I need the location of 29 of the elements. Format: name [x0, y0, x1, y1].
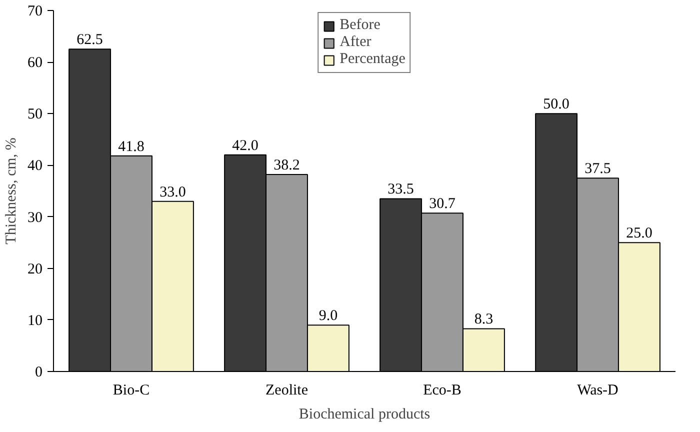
x-tick-label: Was-D [577, 382, 619, 398]
y-tick-label: 30 [28, 210, 42, 226]
y-tick-label: 10 [28, 312, 42, 329]
y-tick-label: 0 [35, 364, 42, 380]
legend-label: After [340, 34, 372, 51]
x-axis-title: Biochemical products [298, 406, 430, 422]
y-axis-title: Thickness, cm, % [4, 138, 20, 244]
data-label: 50.0 [543, 96, 570, 113]
y-tick-label: 70 [28, 4, 42, 20]
y-tick-label: 50 [28, 106, 42, 123]
data-label: 25.0 [626, 226, 652, 242]
data-label: 30.7 [429, 196, 456, 212]
data-label: 62.5 [76, 32, 103, 48]
legend-label: Before [340, 17, 380, 34]
y-tick-label: 60 [28, 55, 42, 72]
x-tick-label: Bio-C [112, 382, 150, 398]
data-label: 42.0 [232, 138, 258, 154]
data-label: 33.5 [388, 182, 414, 198]
data-label: 33.0 [160, 184, 186, 200]
data-label: 9.0 [318, 308, 338, 324]
data-label: 8.3 [474, 312, 494, 328]
x-tick-label: Zeolite [266, 382, 308, 398]
data-label: 37.5 [584, 161, 611, 178]
data-label: 38.2 [274, 157, 300, 174]
y-tick-label: 20 [28, 261, 42, 278]
legend-label: Percentage [340, 51, 406, 68]
x-tick-label: Eco-B [423, 382, 462, 398]
data-label: 41.8 [118, 138, 144, 155]
y-tick-label: 40 [28, 158, 42, 174]
